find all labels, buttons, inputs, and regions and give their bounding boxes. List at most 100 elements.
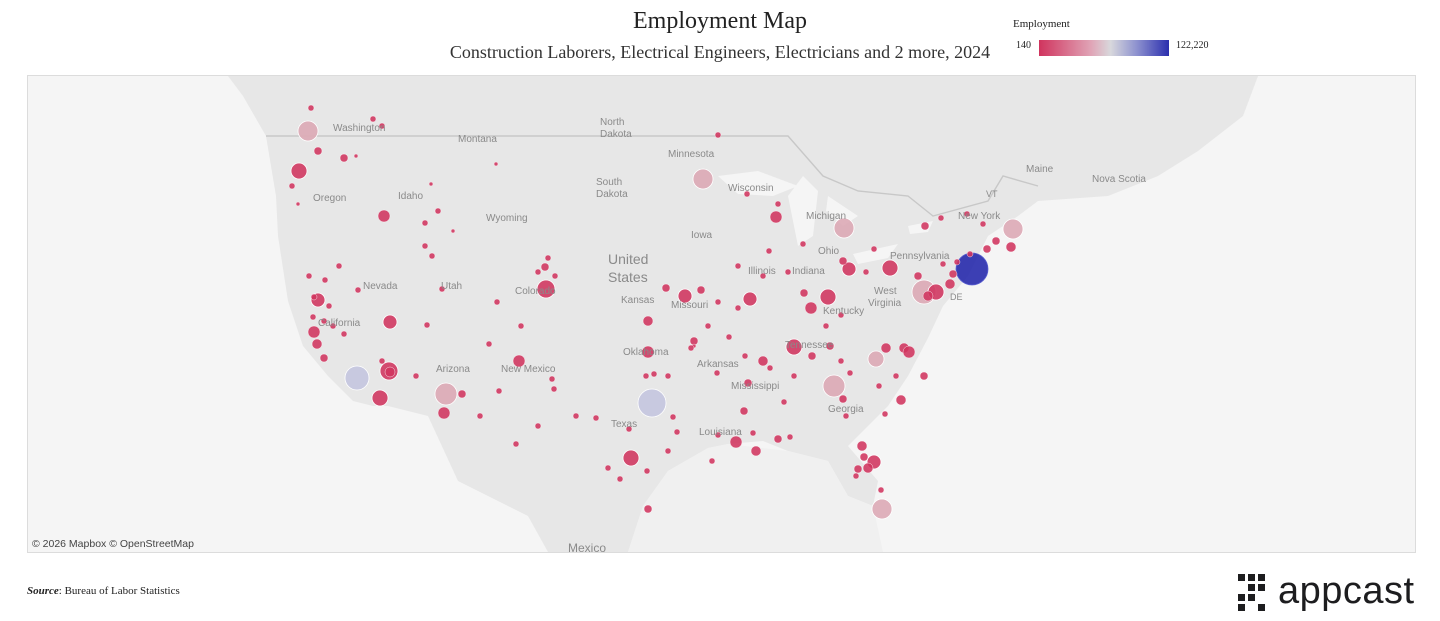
employment-dot[interactable]	[871, 498, 893, 520]
employment-dot[interactable]	[421, 219, 429, 227]
employment-dot[interactable]	[534, 422, 542, 430]
employment-dot[interactable]	[305, 272, 313, 280]
employment-dot[interactable]	[920, 221, 930, 231]
employment-dot[interactable]	[862, 462, 874, 474]
employment-dot[interactable]	[687, 344, 695, 352]
employment-dot[interactable]	[450, 228, 456, 234]
employment-dot[interactable]	[290, 162, 308, 180]
employment-dot[interactable]	[421, 242, 429, 250]
employment-dot[interactable]	[739, 406, 749, 416]
employment-dot[interactable]	[953, 258, 961, 266]
employment-dot[interactable]	[642, 372, 650, 380]
employment-dot[interactable]	[979, 220, 987, 228]
employment-dot[interactable]	[852, 472, 860, 480]
employment-dot[interactable]	[428, 252, 436, 260]
employment-dot[interactable]	[354, 286, 362, 294]
employment-dot[interactable]	[877, 486, 885, 494]
employment-dot[interactable]	[881, 410, 889, 418]
employment-dot[interactable]	[692, 168, 714, 190]
employment-dot[interactable]	[517, 322, 525, 330]
employment-dot[interactable]	[661, 283, 671, 293]
employment-dot[interactable]	[799, 288, 809, 298]
employment-dot[interactable]	[696, 285, 706, 295]
employment-dot[interactable]	[689, 336, 699, 346]
employment-dot[interactable]	[307, 104, 315, 112]
employment-dot[interactable]	[493, 161, 499, 167]
employment-dot[interactable]	[856, 440, 868, 452]
employment-dot[interactable]	[704, 322, 712, 330]
employment-dot[interactable]	[757, 355, 769, 367]
employment-dot[interactable]	[434, 207, 442, 215]
employment-dot[interactable]	[991, 236, 1001, 246]
employment-dot[interactable]	[512, 440, 520, 448]
employment-dot[interactable]	[837, 357, 845, 365]
employment-dot[interactable]	[750, 445, 762, 457]
employment-dot[interactable]	[963, 210, 971, 218]
employment-dot[interactable]	[870, 245, 878, 253]
employment-dot[interactable]	[749, 429, 757, 437]
employment-dot[interactable]	[434, 382, 458, 406]
employment-dot[interactable]	[944, 278, 956, 290]
employment-dot[interactable]	[1002, 218, 1024, 240]
employment-dot[interactable]	[677, 288, 693, 304]
employment-dot[interactable]	[713, 369, 721, 377]
employment-dot[interactable]	[622, 449, 640, 467]
employment-dot[interactable]	[766, 364, 774, 372]
employment-dot[interactable]	[325, 302, 333, 310]
employment-dot[interactable]	[664, 372, 672, 380]
employment-dot[interactable]	[875, 382, 883, 390]
employment-dot[interactable]	[773, 434, 783, 444]
employment-dot[interactable]	[769, 210, 783, 224]
employment-dot[interactable]	[512, 354, 526, 368]
employment-dot[interactable]	[833, 217, 855, 239]
employment-dot[interactable]	[838, 256, 848, 266]
employment-dot[interactable]	[725, 333, 733, 341]
employment-dot[interactable]	[369, 115, 377, 123]
employment-dot[interactable]	[892, 372, 900, 380]
employment-dot[interactable]	[765, 247, 773, 255]
employment-dot[interactable]	[412, 372, 420, 380]
employment-dot[interactable]	[913, 271, 923, 281]
employment-dot[interactable]	[825, 341, 835, 351]
employment-dot[interactable]	[625, 425, 633, 433]
employment-dot[interactable]	[457, 389, 467, 399]
employment-dot[interactable]	[310, 293, 318, 301]
employment-dot[interactable]	[922, 290, 934, 302]
employment-dot[interactable]	[784, 268, 792, 276]
employment-dot[interactable]	[807, 351, 817, 361]
employment-map[interactable]: Washington Montana North Dakota Minnesota Sou…	[27, 75, 1416, 553]
employment-dot[interactable]	[664, 447, 672, 455]
employment-dot[interactable]	[642, 315, 654, 327]
employment-dot[interactable]	[438, 285, 446, 293]
employment-dot[interactable]	[880, 342, 892, 354]
employment-dot[interactable]	[734, 262, 742, 270]
employment-dot[interactable]	[309, 313, 317, 321]
employment-dot[interactable]	[786, 433, 794, 441]
employment-dot[interactable]	[378, 357, 386, 365]
employment-dot[interactable]	[313, 146, 323, 156]
employment-dot[interactable]	[790, 372, 798, 380]
employment-dot[interactable]	[673, 428, 681, 436]
employment-dot[interactable]	[536, 279, 556, 299]
employment-dot[interactable]	[714, 131, 722, 139]
employment-dot[interactable]	[846, 369, 854, 377]
employment-dot[interactable]	[741, 352, 749, 360]
employment-dot[interactable]	[714, 431, 722, 439]
employment-dot[interactable]	[862, 268, 870, 276]
employment-dot[interactable]	[867, 350, 885, 368]
employment-dot[interactable]	[714, 298, 722, 306]
employment-dot[interactable]	[819, 288, 837, 306]
employment-dot[interactable]	[822, 322, 830, 330]
map-attribution[interactable]: © 2026 Mapbox © OpenStreetMap	[32, 538, 194, 550]
employment-dot[interactable]	[548, 375, 556, 383]
employment-dot[interactable]	[377, 209, 391, 223]
employment-dot[interactable]	[319, 353, 329, 363]
employment-dots[interactable]	[288, 104, 1024, 520]
employment-dot[interactable]	[939, 260, 947, 268]
employment-dot[interactable]	[937, 214, 945, 222]
employment-dot[interactable]	[799, 240, 807, 248]
employment-dot[interactable]	[650, 370, 658, 378]
employment-dot[interactable]	[859, 452, 869, 462]
employment-dot[interactable]	[297, 120, 319, 142]
employment-dot[interactable]	[853, 464, 863, 474]
